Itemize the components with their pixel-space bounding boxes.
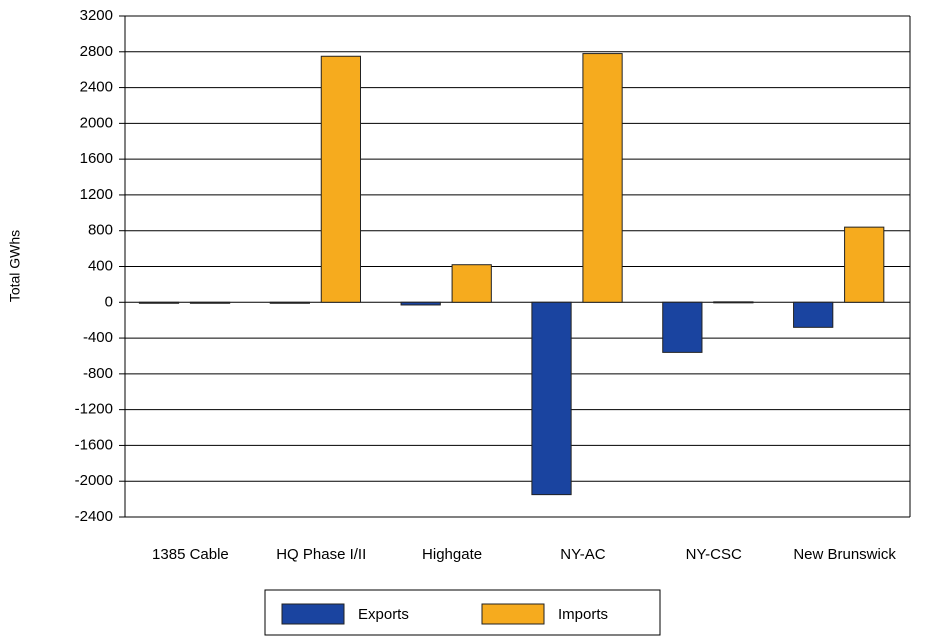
y-tick-label: -1200	[75, 401, 113, 418]
bar	[269, 301, 310, 304]
legend-swatch	[481, 603, 545, 625]
legend-label: Imports	[558, 606, 608, 623]
y-tick-label: 2800	[80, 43, 113, 60]
y-tick-label: 2000	[80, 114, 113, 131]
y-tick-label: -400	[83, 329, 113, 346]
bar	[189, 301, 231, 304]
bar	[844, 226, 885, 303]
bar	[138, 301, 180, 304]
y-tick-label: 3200	[80, 7, 113, 24]
y-tick-label: 0	[105, 293, 113, 310]
x-tick-label: NY-AC	[560, 546, 605, 563]
y-tick-label: 1200	[80, 186, 113, 203]
y-tick-label: 800	[88, 222, 113, 239]
x-tick-label: New Brunswick	[793, 546, 896, 563]
y-tick-label: 400	[88, 257, 113, 274]
x-tick-label: Highgate	[422, 546, 482, 563]
bar	[793, 301, 834, 328]
y-axis-label: Total GWhs	[7, 230, 23, 302]
bar	[662, 301, 703, 353]
bar	[531, 301, 572, 496]
y-tick-label: -1600	[75, 436, 113, 453]
bar	[320, 55, 361, 303]
x-tick-label: 1385 Cable	[152, 546, 229, 563]
bar	[400, 301, 441, 306]
legend-label: Exports	[358, 606, 409, 623]
y-tick-label: -2400	[75, 508, 113, 525]
y-tick-label: -800	[83, 365, 113, 382]
bar	[582, 53, 623, 303]
y-tick-label: 2400	[80, 79, 113, 96]
legend-swatch	[281, 603, 345, 625]
y-tick-label: 1600	[80, 150, 113, 167]
bar	[713, 301, 754, 304]
x-tick-label: NY-CSC	[686, 546, 742, 563]
x-tick-label: HQ Phase I/II	[276, 546, 366, 563]
y-tick-label: -2000	[75, 472, 113, 489]
bar	[451, 264, 492, 303]
